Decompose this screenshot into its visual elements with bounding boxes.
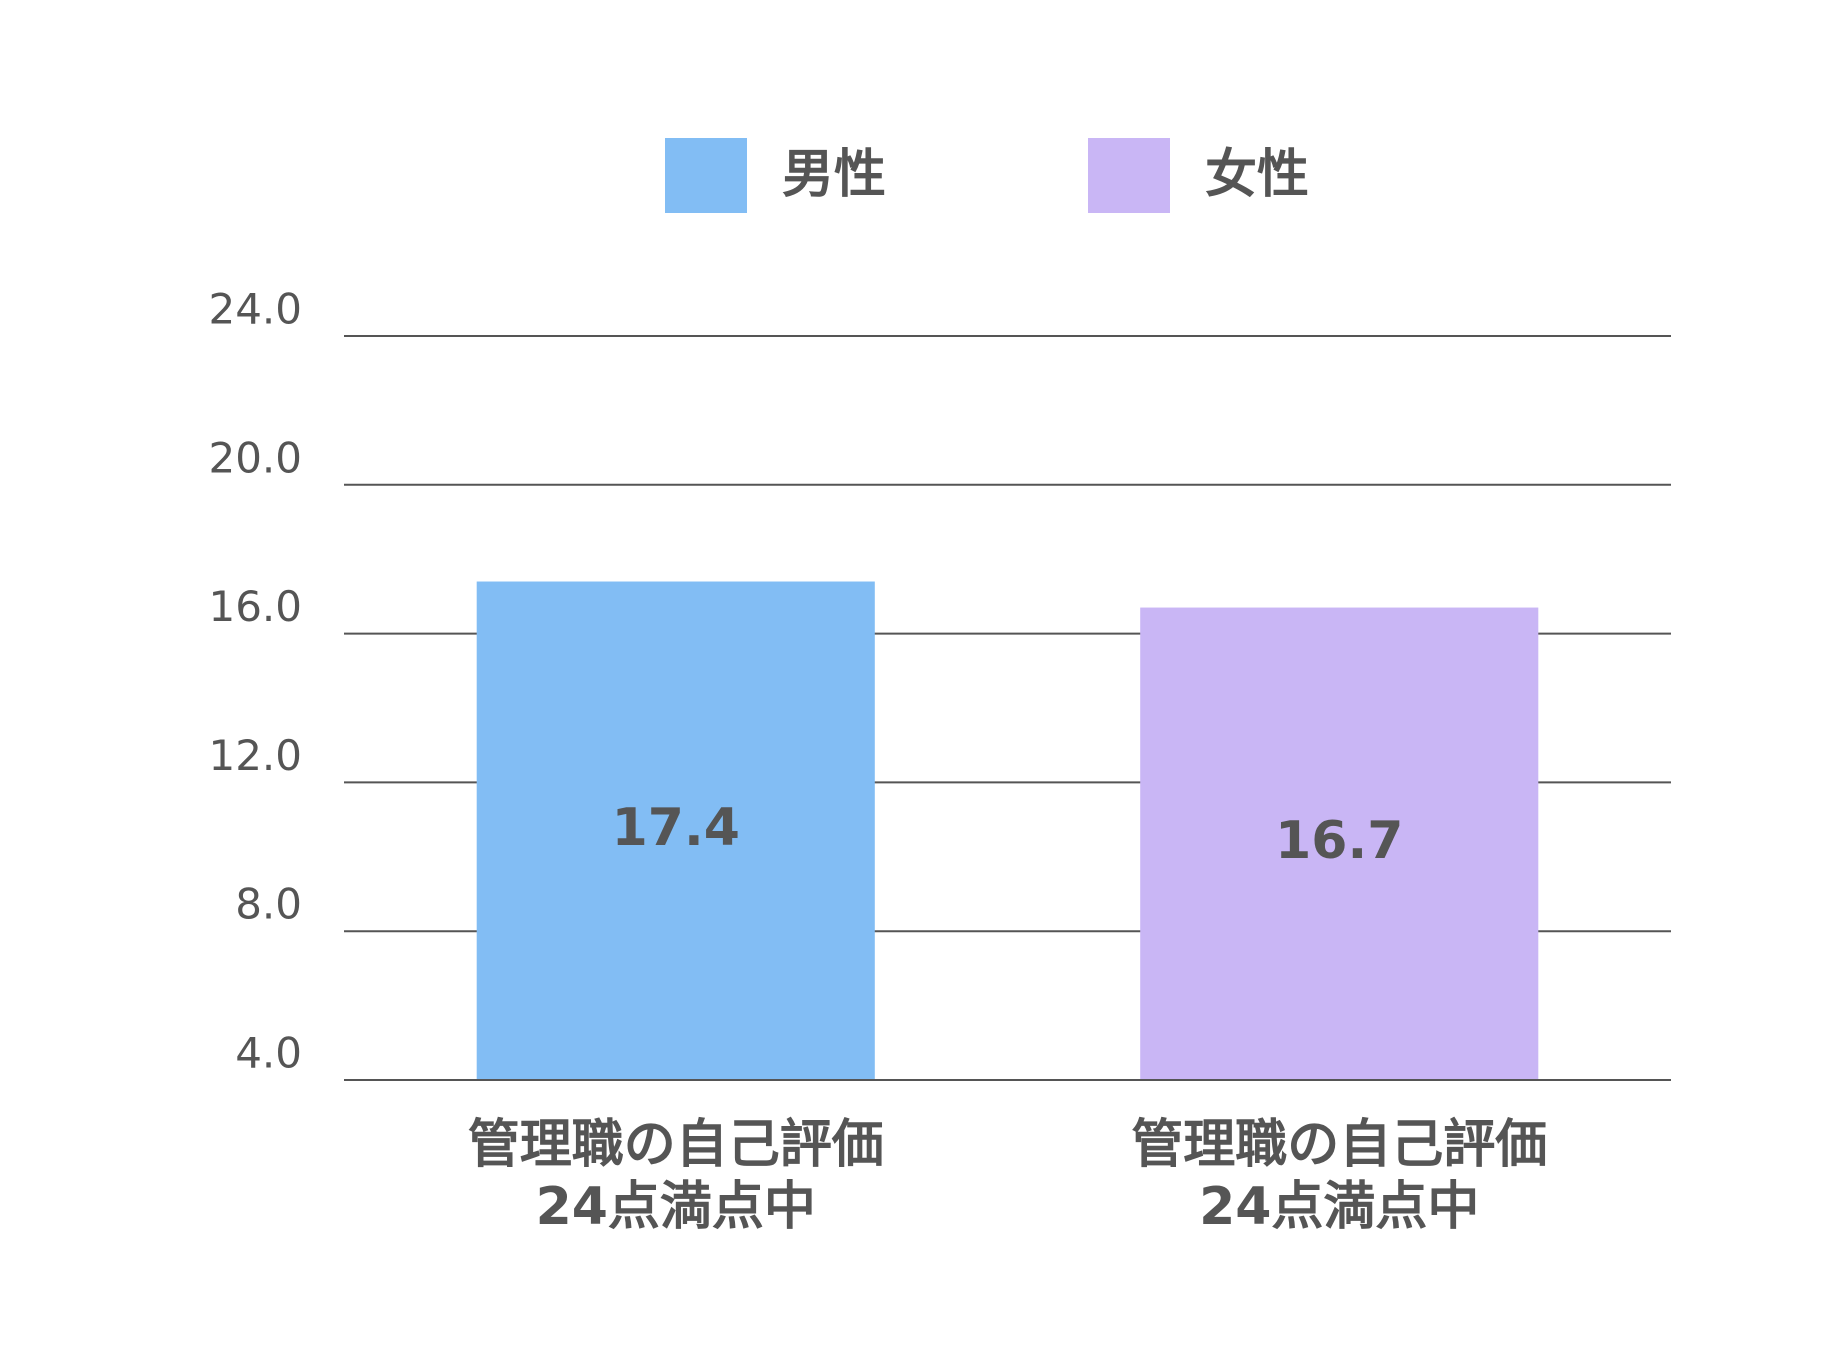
bar <box>1140 607 1539 1080</box>
y-tick-label: 20.0 <box>208 433 302 482</box>
legend-label: 女性 <box>1205 145 1309 205</box>
y-tick-label: 24.0 <box>208 285 302 334</box>
value-label: 16.7 <box>1275 811 1403 871</box>
legend-swatch <box>1088 138 1170 213</box>
bar <box>476 581 875 1080</box>
y-tick-label: 12.0 <box>208 731 302 780</box>
legend-swatch <box>665 138 747 213</box>
x-tick-label: 管理職の自己評価 24点満点中 <box>467 1115 884 1237</box>
x-tick-label: 管理職の自己評価 24点満点中 <box>1131 1115 1548 1237</box>
y-tick-label: 4.0 <box>235 1029 302 1078</box>
y-tick-label: 16.0 <box>208 582 302 631</box>
value-label: 17.4 <box>612 798 740 858</box>
legend-label: 男性 <box>782 145 886 205</box>
y-tick-label: 8.0 <box>235 880 302 929</box>
